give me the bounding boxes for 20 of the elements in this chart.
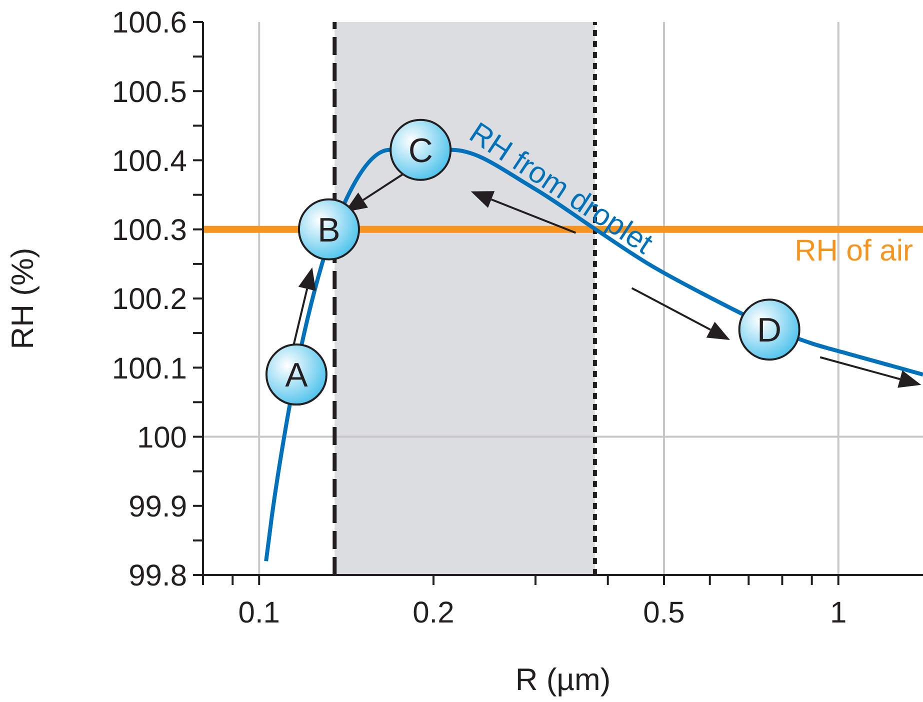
y-tick-label: 100.2 — [112, 283, 187, 316]
y-tick-label: 100.5 — [112, 76, 187, 109]
x-tick-label: 1 — [830, 596, 847, 630]
annotation: A — [285, 356, 308, 395]
y-tick-label: 100 — [136, 421, 187, 454]
y-tick-label: 100.6 — [112, 6, 187, 40]
annotation: D — [757, 312, 782, 350]
y-tick-label: 99.9 — [128, 490, 187, 524]
ref-line-label: RH of air — [794, 234, 914, 268]
x-tick-label: 0.5 — [643, 596, 685, 630]
annotation: C — [408, 132, 433, 170]
y-tick-label: 100.3 — [112, 214, 187, 248]
annotation: B — [318, 211, 340, 250]
y-tick-label: 100.1 — [112, 352, 187, 386]
x-axis-title: R (µm) — [515, 662, 611, 697]
y-tick-label: 100.4 — [112, 144, 187, 178]
x-tick-label: 0.1 — [238, 596, 280, 630]
x-tick-label: 0.2 — [412, 596, 454, 630]
y-axis-title: RH (%) — [5, 248, 40, 350]
y-tick-label: 99.8 — [128, 560, 187, 593]
